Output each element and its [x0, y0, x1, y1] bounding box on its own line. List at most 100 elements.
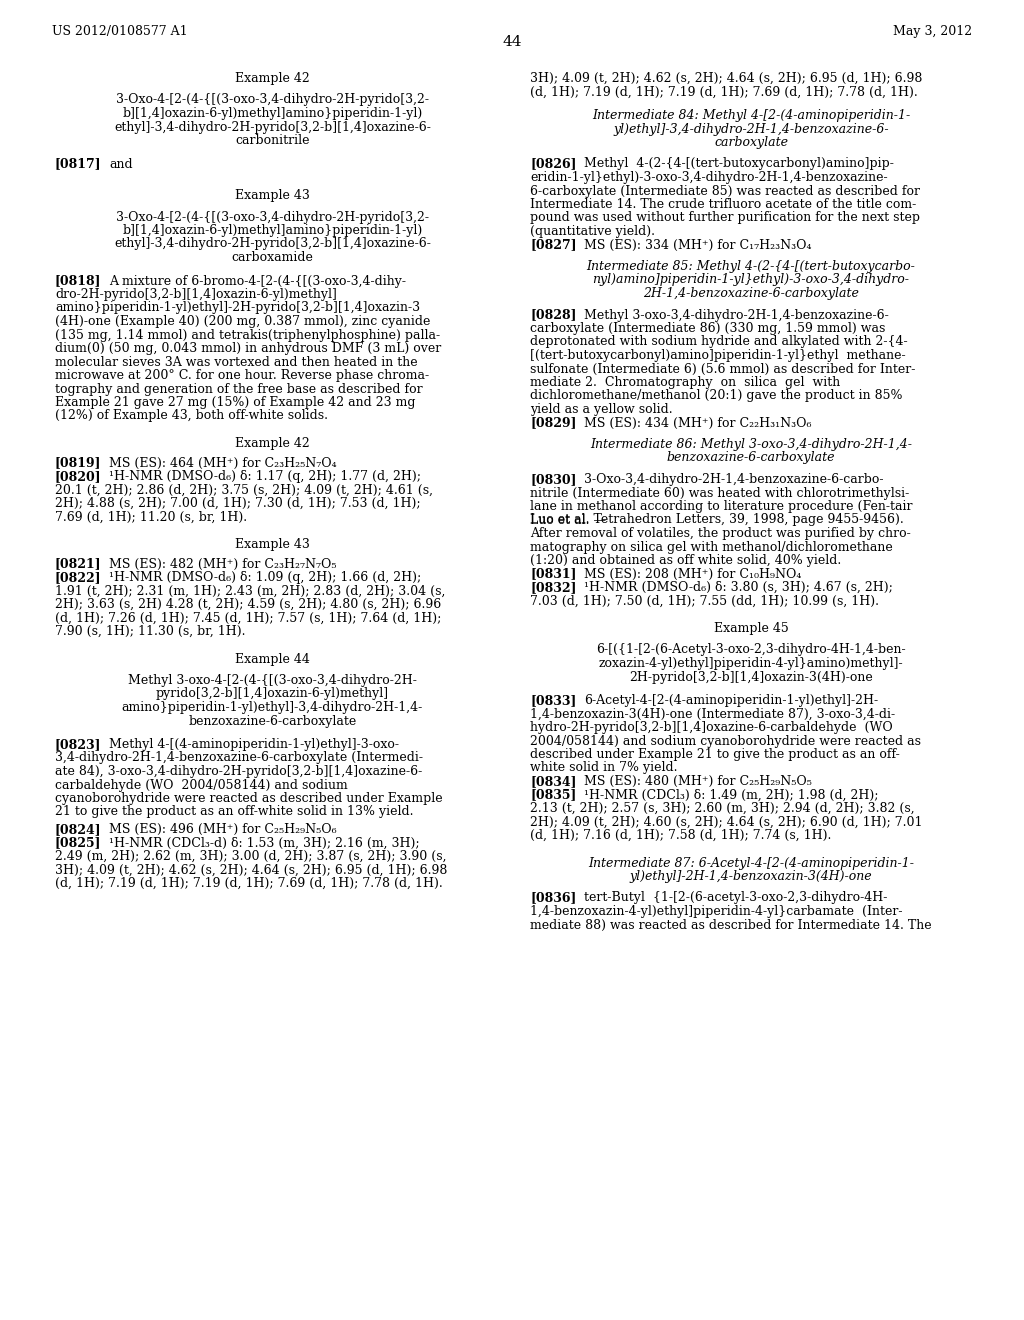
Text: [0833]: [0833]: [530, 694, 577, 708]
Text: 2.49 (m, 2H); 2.62 (m, 3H); 3.00 (d, 2H); 3.87 (s, 2H); 3.90 (s,: 2.49 (m, 2H); 2.62 (m, 3H); 3.00 (d, 2H)…: [55, 850, 446, 863]
Text: 20.1 (t, 2H); 2.86 (d, 2H); 3.75 (s, 2H); 4.09 (t, 2H); 4.61 (s,: 20.1 (t, 2H); 2.86 (d, 2H); 3.75 (s, 2H)…: [55, 483, 433, 496]
Text: amino}piperidin-1-yl)ethyl]-3,4-dihydro-2H-1,4-: amino}piperidin-1-yl)ethyl]-3,4-dihydro-…: [122, 701, 423, 714]
Text: b][1,4]oxazin-6-yl)methyl]amino}piperidin-1-yl): b][1,4]oxazin-6-yl)methyl]amino}piperidi…: [123, 107, 423, 120]
Text: dichloromethane/methanol (20:1) gave the product in 85%: dichloromethane/methanol (20:1) gave the…: [530, 389, 902, 403]
Text: [0825]: [0825]: [55, 837, 101, 850]
Text: mediate 2.  Chromatography  on  silica  gel  with: mediate 2. Chromatography on silica gel …: [530, 376, 841, 389]
Text: eridin-1-yl}ethyl)-3-oxo-3,4-dihydro-2H-1,4-benzoxazine-: eridin-1-yl}ethyl)-3-oxo-3,4-dihydro-2H-…: [530, 172, 888, 183]
Text: amino}piperidin-1-yl)ethyl]-2H-pyrido[3,2-b][1,4]oxazin-3: amino}piperidin-1-yl)ethyl]-2H-pyrido[3,…: [55, 301, 420, 314]
Text: microwave at 200° C. for one hour. Reverse phase chroma-: microwave at 200° C. for one hour. Rever…: [55, 370, 429, 381]
Text: [0828]: [0828]: [530, 309, 577, 322]
Text: [0817]: [0817]: [55, 157, 101, 170]
Text: cyanoborohydride were reacted as described under Example: cyanoborohydride were reacted as describ…: [55, 792, 442, 805]
Text: 2H-1,4-benzoxazine-6-carboxylate: 2H-1,4-benzoxazine-6-carboxylate: [643, 286, 859, 300]
Text: [0832]: [0832]: [530, 581, 577, 594]
Text: MS (ES): 464 (MH⁺) for C₂₃H₂₅N₇O₄: MS (ES): 464 (MH⁺) for C₂₃H₂₅N₇O₄: [109, 457, 337, 470]
Text: (d, 1H); 7.19 (d, 1H); 7.19 (d, 1H); 7.69 (d, 1H); 7.78 (d, 1H).: (d, 1H); 7.19 (d, 1H); 7.19 (d, 1H); 7.6…: [530, 86, 918, 99]
Text: ¹H-NMR (CDCl₃-d) δ: 1.53 (m, 3H); 2.16 (m, 3H);: ¹H-NMR (CDCl₃-d) δ: 1.53 (m, 3H); 2.16 (…: [109, 837, 420, 850]
Text: (1:20) and obtained as off white solid, 40% yield.: (1:20) and obtained as off white solid, …: [530, 554, 842, 568]
Text: MS (ES): 208 (MH⁺) for C₁₀H₉NO₄: MS (ES): 208 (MH⁺) for C₁₀H₉NO₄: [584, 568, 802, 581]
Text: 3H); 4.09 (t, 2H); 4.62 (s, 2H); 4.64 (s, 2H); 6.95 (d, 1H); 6.98: 3H); 4.09 (t, 2H); 4.62 (s, 2H); 4.64 (s…: [55, 863, 447, 876]
Text: carboxylate (Intermediate 86) (330 mg, 1.59 mmol) was: carboxylate (Intermediate 86) (330 mg, 1…: [530, 322, 886, 335]
Text: 1.91 (t, 2H); 2.31 (m, 1H); 2.43 (m, 2H); 2.83 (d, 2H); 3.04 (s,: 1.91 (t, 2H); 2.31 (m, 1H); 2.43 (m, 2H)…: [55, 585, 445, 598]
Text: ¹H-NMR (CDCl₃) δ: 1.49 (m, 2H); 1.98 (d, 2H);: ¹H-NMR (CDCl₃) δ: 1.49 (m, 2H); 1.98 (d,…: [584, 788, 879, 801]
Text: carboxylate: carboxylate: [714, 136, 788, 149]
Text: 2H); 4.88 (s, 2H); 7.00 (d, 1H); 7.30 (d, 1H); 7.53 (d, 1H);: 2H); 4.88 (s, 2H); 7.00 (d, 1H); 7.30 (d…: [55, 498, 421, 510]
Text: Example 42: Example 42: [236, 437, 310, 450]
Text: [0827]: [0827]: [530, 239, 577, 252]
Text: 3-Oxo-4-[2-(4-{[(3-oxo-3,4-dihydro-2H-pyrido[3,2-: 3-Oxo-4-[2-(4-{[(3-oxo-3,4-dihydro-2H-py…: [116, 94, 429, 107]
Text: MS (ES): 334 (MH⁺) for C₁₇H₂₃N₃O₄: MS (ES): 334 (MH⁺) for C₁₇H₂₃N₃O₄: [584, 239, 811, 252]
Text: yield as a yellow solid.: yield as a yellow solid.: [530, 403, 673, 416]
Text: Example 43: Example 43: [236, 189, 310, 202]
Text: [0820]: [0820]: [55, 470, 101, 483]
Text: 2H); 4.09 (t, 2H); 4.60 (s, 2H); 4.64 (s, 2H); 6.90 (d, 1H); 7.01: 2H); 4.09 (t, 2H); 4.60 (s, 2H); 4.64 (s…: [530, 816, 923, 829]
Text: and: and: [109, 157, 133, 170]
Text: deprotonated with sodium hydride and alkylated with 2-{4-: deprotonated with sodium hydride and alk…: [530, 335, 907, 348]
Text: 1,4-benzoxazin-4-yl)ethyl]piperidin-4-yl}carbamate  (Inter-: 1,4-benzoxazin-4-yl)ethyl]piperidin-4-yl…: [530, 906, 902, 917]
Text: 2004/058144) and sodium cyanoborohydride were reacted as: 2004/058144) and sodium cyanoborohydride…: [530, 734, 921, 747]
Text: molecular sieves 3A was vortexed and then heated in the: molecular sieves 3A was vortexed and the…: [55, 355, 418, 368]
Text: Intermediate 86: Methyl 3-oxo-3,4-dihydro-2H-1,4-: Intermediate 86: Methyl 3-oxo-3,4-dihydr…: [590, 438, 912, 451]
Text: Methyl 3-oxo-3,4-dihydro-2H-1,4-benzoxazine-6-: Methyl 3-oxo-3,4-dihydro-2H-1,4-benzoxaz…: [584, 309, 889, 322]
Text: [0829]: [0829]: [530, 417, 577, 429]
Text: 21 to give the product as an off-white solid in 13% yield.: 21 to give the product as an off-white s…: [55, 805, 414, 818]
Text: 6-[({1-[2-(6-Acetyl-3-oxo-2,3-dihydro-4H-1,4-ben-: 6-[({1-[2-(6-Acetyl-3-oxo-2,3-dihydro-4H…: [596, 644, 906, 656]
Text: carbonitrile: carbonitrile: [236, 135, 309, 147]
Text: Methyl  4-(2-{4-[(tert-butoxycarbonyl)amino]pip-: Methyl 4-(2-{4-[(tert-butoxycarbonyl)ami…: [584, 157, 894, 170]
Text: [0835]: [0835]: [530, 788, 577, 801]
Text: A mixture of 6-bromo-4-[2-(4-{[(3-oxo-3,4-dihy-: A mixture of 6-bromo-4-[2-(4-{[(3-oxo-3,…: [109, 275, 406, 288]
Text: (quantitative yield).: (quantitative yield).: [530, 224, 655, 238]
Text: 7.90 (s, 1H); 11.30 (s, br, 1H).: 7.90 (s, 1H); 11.30 (s, br, 1H).: [55, 624, 246, 638]
Text: described under Example 21 to give the product as an off-: described under Example 21 to give the p…: [530, 748, 900, 762]
Text: Example 45: Example 45: [714, 622, 788, 635]
Text: pyrido[3,2-b][1,4]oxazin-6-yl)methyl]: pyrido[3,2-b][1,4]oxazin-6-yl)methyl]: [156, 688, 389, 701]
Text: hydro-2H-pyrido[3,2-b][1,4]oxazine-6-carbaldehyde  (WO: hydro-2H-pyrido[3,2-b][1,4]oxazine-6-car…: [530, 721, 893, 734]
Text: Example 42: Example 42: [236, 73, 310, 84]
Text: Intermediate 14. The crude trifluoro acetate of the title com-: Intermediate 14. The crude trifluoro ace…: [530, 198, 916, 211]
Text: benzoxazine-6-carboxylate: benzoxazine-6-carboxylate: [667, 451, 836, 465]
Text: sulfonate (Intermediate 6) (5.6 mmol) as described for Inter-: sulfonate (Intermediate 6) (5.6 mmol) as…: [530, 363, 915, 375]
Text: Example 43: Example 43: [236, 539, 310, 550]
Text: (d, 1H); 7.19 (d, 1H); 7.19 (d, 1H); 7.69 (d, 1H); 7.78 (d, 1H).: (d, 1H); 7.19 (d, 1H); 7.19 (d, 1H); 7.6…: [55, 876, 442, 890]
Text: carbaldehyde (WO  2004/058144) and sodium: carbaldehyde (WO 2004/058144) and sodium: [55, 779, 348, 792]
Text: 3-Oxo-3,4-dihydro-2H-1,4-benzoxazine-6-carbo-: 3-Oxo-3,4-dihydro-2H-1,4-benzoxazine-6-c…: [584, 473, 884, 486]
Text: 3H); 4.09 (t, 2H); 4.62 (s, 2H); 4.64 (s, 2H); 6.95 (d, 1H); 6.98: 3H); 4.09 (t, 2H); 4.62 (s, 2H); 4.64 (s…: [530, 73, 923, 84]
Text: Luo et al. —: Luo et al. —: [530, 513, 606, 527]
Text: nyl)amino]piperidin-1-yl}ethyl)-3-oxo-3,4-dihydro-: nyl)amino]piperidin-1-yl}ethyl)-3-oxo-3,…: [593, 273, 909, 286]
Text: tert-Butyl  {1-[2-(6-acetyl-3-oxo-2,3-dihydro-4H-: tert-Butyl {1-[2-(6-acetyl-3-oxo-2,3-dih…: [584, 891, 888, 904]
Text: dium(0) (50 mg, 0.043 mmol) in anhydrous DMF (3 mL) over: dium(0) (50 mg, 0.043 mmol) in anhydrous…: [55, 342, 441, 355]
Text: ate 84), 3-oxo-3,4-dihydro-2H-pyrido[3,2-b][1,4]oxazine-6-: ate 84), 3-oxo-3,4-dihydro-2H-pyrido[3,2…: [55, 766, 422, 777]
Text: carboxamide: carboxamide: [231, 251, 313, 264]
Text: 2.13 (t, 2H); 2.57 (s, 3H); 2.60 (m, 3H); 2.94 (d, 2H); 3.82 (s,: 2.13 (t, 2H); 2.57 (s, 3H); 2.60 (m, 3H)…: [530, 803, 914, 814]
Text: [(tert-butoxycarbonyl)amino]piperidin-1-yl}ethyl  methane-: [(tert-butoxycarbonyl)amino]piperidin-1-…: [530, 348, 905, 362]
Text: [0818]: [0818]: [55, 275, 101, 288]
Text: (d, 1H); 7.16 (d, 1H); 7.58 (d, 1H); 7.74 (s, 1H).: (d, 1H); 7.16 (d, 1H); 7.58 (d, 1H); 7.7…: [530, 829, 831, 842]
Text: ethyl]-3,4-dihydro-2H-pyrido[3,2-b][1,4]oxazine-6-: ethyl]-3,4-dihydro-2H-pyrido[3,2-b][1,4]…: [114, 120, 431, 133]
Text: matography on silica gel with methanol/dichloromethane: matography on silica gel with methanol/d…: [530, 540, 893, 553]
Text: nitrile (Intermediate 60) was heated with chlorotrimethylsi-: nitrile (Intermediate 60) was heated wit…: [530, 487, 909, 499]
Text: 3,4-dihydro-2H-1,4-benzoxazine-6-carboxylate (Intermedi-: 3,4-dihydro-2H-1,4-benzoxazine-6-carboxy…: [55, 751, 423, 764]
Text: yl)ethyl]-3,4-dihydro-2H-1,4-benzoxazine-6-: yl)ethyl]-3,4-dihydro-2H-1,4-benzoxazine…: [613, 123, 889, 136]
Text: US 2012/0108577 A1: US 2012/0108577 A1: [52, 25, 187, 38]
Text: ethyl]-3,4-dihydro-2H-pyrido[3,2-b][1,4]oxazine-6-: ethyl]-3,4-dihydro-2H-pyrido[3,2-b][1,4]…: [114, 238, 431, 251]
Text: (12%) of Example 43, both off-white solids.: (12%) of Example 43, both off-white soli…: [55, 409, 328, 422]
Text: b][1,4]oxazin-6-yl)methyl]amino}piperidin-1-yl): b][1,4]oxazin-6-yl)methyl]amino}piperidi…: [123, 224, 423, 238]
Text: [0831]: [0831]: [530, 568, 577, 581]
Text: 44: 44: [502, 36, 522, 49]
Text: 6-carboxylate (Intermediate 85) was reacted as described for: 6-carboxylate (Intermediate 85) was reac…: [530, 185, 920, 198]
Text: Luo et al. Tetrahedron Letters, 39, 1998, page 9455-9456).: Luo et al. Tetrahedron Letters, 39, 1998…: [530, 513, 904, 527]
Text: Example 44: Example 44: [236, 652, 310, 665]
Text: MS (ES): 434 (MH⁺) for C₂₂H₃₁N₃O₆: MS (ES): 434 (MH⁺) for C₂₂H₃₁N₃O₆: [584, 417, 811, 429]
Text: ¹H-NMR (DMSO-d₆) δ: 1.17 (q, 2H); 1.77 (d, 2H);: ¹H-NMR (DMSO-d₆) δ: 1.17 (q, 2H); 1.77 (…: [109, 470, 421, 483]
Text: MS (ES): 482 (MH⁺) for C₂₃H₂₇N₇O₅: MS (ES): 482 (MH⁺) for C₂₃H₂₇N₇O₅: [109, 557, 337, 570]
Text: lane in methanol according to literature procedure (Fen-tair: lane in methanol according to literature…: [530, 500, 912, 513]
Text: 2H); 3.63 (s, 2H) 4.28 (t, 2H); 4.59 (s, 2H); 4.80 (s, 2H); 6.96: 2H); 3.63 (s, 2H) 4.28 (t, 2H); 4.59 (s,…: [55, 598, 441, 611]
Text: mediate 88) was reacted as described for Intermediate 14. The: mediate 88) was reacted as described for…: [530, 919, 932, 932]
Text: Intermediate 84: Methyl 4-[2-(4-aminopiperidin-1-: Intermediate 84: Methyl 4-[2-(4-aminopip…: [592, 110, 910, 121]
Text: (4H)-one (Example 40) (200 mg, 0.387 mmol), zinc cyanide: (4H)-one (Example 40) (200 mg, 0.387 mmo…: [55, 315, 430, 327]
Text: benzoxazine-6-carboxylate: benzoxazine-6-carboxylate: [188, 714, 356, 727]
Text: [0822]: [0822]: [55, 572, 101, 583]
Text: Intermediate 85: Methyl 4-(2-{4-[(tert-butoxycarbo-: Intermediate 85: Methyl 4-(2-{4-[(tert-b…: [587, 260, 915, 273]
Text: Methyl 3-oxo-4-[2-(4-{[(3-oxo-3,4-dihydro-2H-: Methyl 3-oxo-4-[2-(4-{[(3-oxo-3,4-dihydr…: [128, 675, 417, 686]
